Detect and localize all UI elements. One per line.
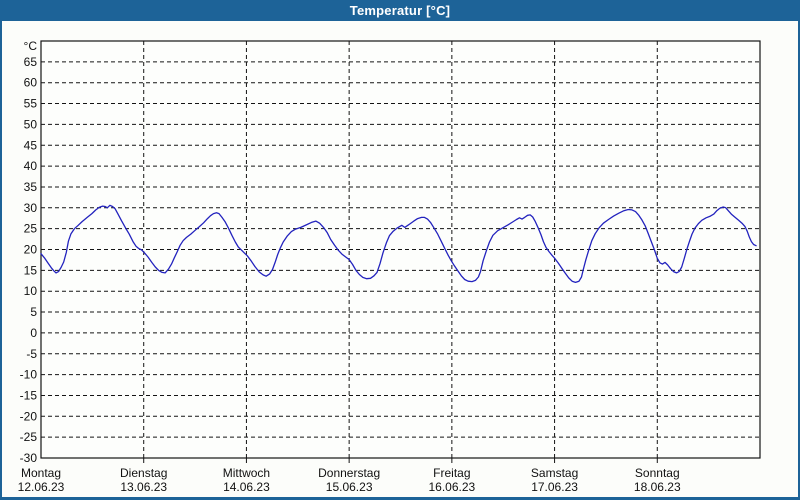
y-axis-unit-label: °C [24, 39, 38, 53]
y-axis-label: -10 [20, 368, 38, 382]
window-title: Temperatur [°C] [349, 3, 451, 18]
y-axis-label: 10 [24, 284, 38, 298]
temperature-line [40, 204, 757, 284]
x-axis-date-label: 12.06.23 [18, 480, 65, 494]
x-axis-date-label: 18.06.23 [634, 480, 681, 494]
window-titlebar[interactable]: Temperatur [°C] [0, 0, 800, 21]
y-axis-label: -30 [20, 451, 38, 465]
y-axis-label: -20 [20, 409, 38, 423]
y-axis-label: -5 [26, 347, 37, 361]
x-axis-day-label: Dienstag [120, 466, 167, 480]
y-axis-label: 45 [24, 138, 38, 152]
y-axis-label: 60 [24, 76, 38, 90]
x-axis-day-label: Montag [21, 466, 61, 480]
y-axis-label: 0 [30, 326, 37, 340]
plot-border [40, 40, 761, 459]
y-axis-label: 20 [24, 243, 38, 257]
y-axis-label: -15 [20, 388, 38, 402]
x-axis-day-label: Sonntag [635, 466, 680, 480]
y-axis-label: 30 [24, 201, 38, 215]
x-axis-day-label: Samstag [531, 466, 578, 480]
y-axis-label: -25 [20, 430, 38, 444]
x-axis-day-label: Mittwoch [223, 466, 270, 480]
y-axis-label: 15 [24, 263, 38, 277]
y-axis-label: 35 [24, 180, 38, 194]
y-axis-label: 40 [24, 159, 38, 173]
x-axis-date-label: 14.06.23 [223, 480, 270, 494]
x-axis-day-label: Freitag [433, 466, 470, 480]
y-axis-label: 50 [24, 117, 38, 131]
y-axis-label: 55 [24, 97, 38, 111]
x-axis-date-label: 17.06.23 [531, 480, 578, 494]
x-axis-date-label: 13.06.23 [120, 480, 167, 494]
y-axis-label: 5 [30, 305, 37, 319]
x-axis-date-label: 15.06.23 [326, 480, 373, 494]
y-axis-label: 65 [24, 55, 38, 69]
y-axis-label: 25 [24, 222, 38, 236]
x-axis-date-label: 16.06.23 [428, 480, 475, 494]
x-axis-day-label: Donnerstag [318, 466, 380, 480]
